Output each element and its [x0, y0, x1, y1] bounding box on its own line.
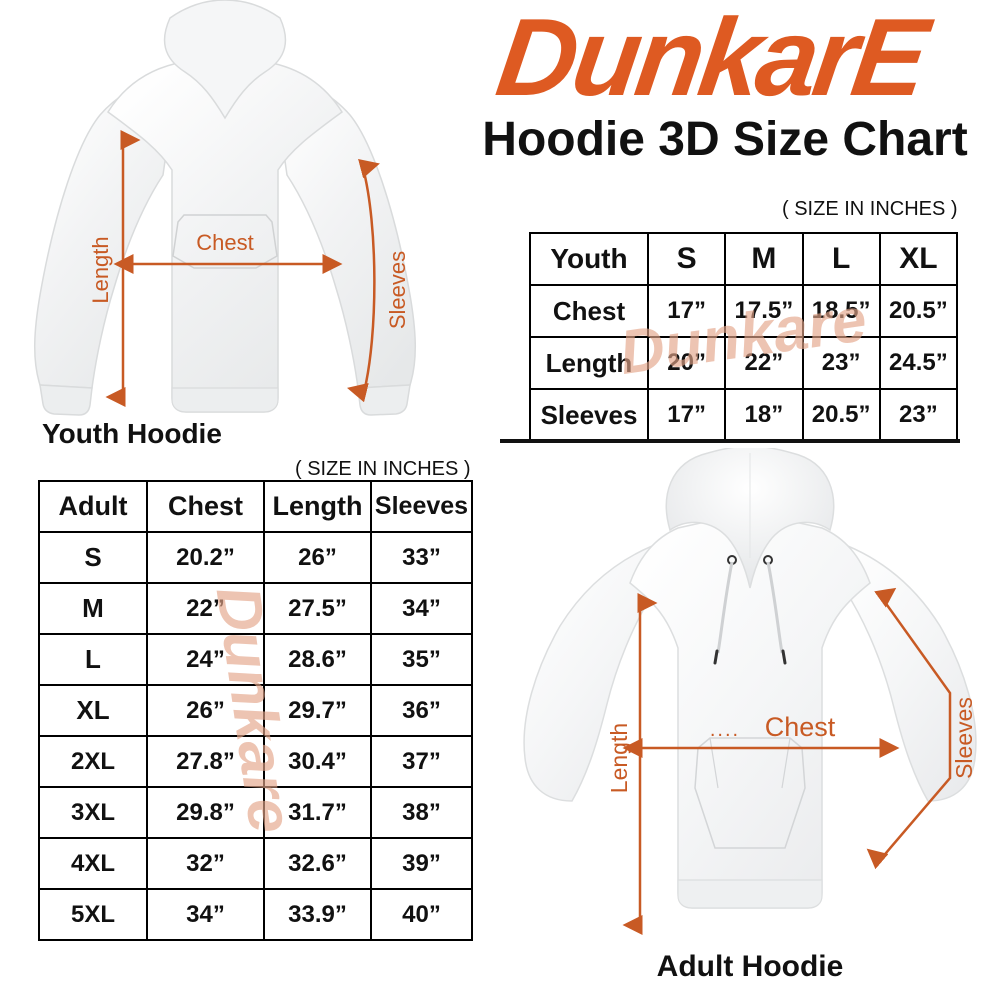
- svg-text:Sleeves: Sleeves: [951, 697, 977, 779]
- svg-text:....: ....: [710, 719, 740, 741]
- svg-text:Chest: Chest: [765, 712, 836, 742]
- svg-text:Sleeves: Sleeves: [385, 251, 410, 329]
- svg-text:Length: Length: [88, 236, 113, 303]
- svg-text:Length: Length: [606, 723, 632, 793]
- svg-text:Chest: Chest: [196, 230, 253, 255]
- svg-text:DunkarE: DunkarE: [490, 0, 939, 119]
